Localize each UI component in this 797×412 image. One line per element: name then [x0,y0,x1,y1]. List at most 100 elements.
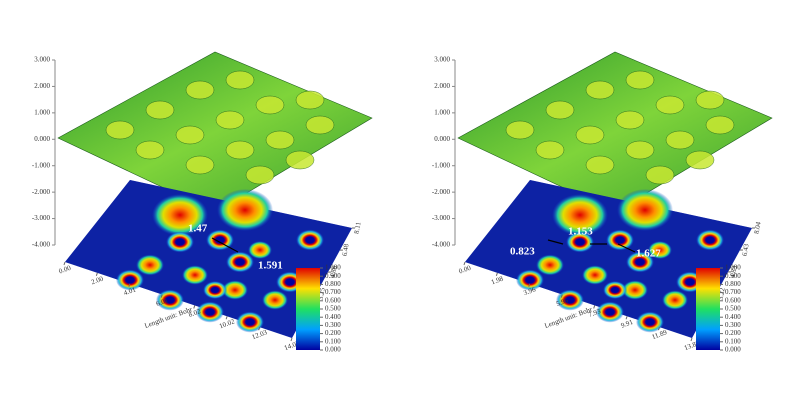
z-tick-label: -2.000 [432,188,451,196]
colorbar-tick-label: 0.300 [725,321,741,329]
surface-bump [655,95,685,115]
y-tick-label: 8.04 [753,221,763,235]
elf-basin [296,229,324,251]
x-tick-label: 10.02 [218,317,236,330]
surface-bump [305,115,335,135]
surface-bump [575,125,605,145]
arrow [617,243,636,253]
z-tick-label: 0.000 [434,135,450,143]
elf-basin [516,269,544,291]
x-tick-label: 4.01 [123,285,138,297]
elf-basin [203,281,227,299]
surface-bump [175,125,205,145]
x-tick [258,327,261,331]
surface-bump [535,140,565,160]
elf-basin [262,290,288,310]
x-tick-label: 6.01 [155,296,170,308]
surface-bump [265,130,295,150]
surface-bump [145,100,175,120]
surface-bump [625,70,655,90]
surface-bump [505,120,535,140]
elf-basin [648,241,672,259]
surface-bump [625,140,655,160]
y-tick-label: 3.25 [317,287,327,301]
colorbar [296,268,320,350]
colorbar-tick-label: 0.800 [325,280,341,288]
x-tick-label: 0.00 [458,264,473,276]
x-tick [95,272,98,276]
surface-bump [295,90,325,110]
colorbar-tick-label: 0.600 [325,296,341,304]
z-tick-label: 0.000 [34,135,50,143]
x-tick [463,261,466,266]
colorbar [696,268,720,350]
colorbar-tick-label: 0.200 [325,329,341,337]
annotation: 1.153 [568,226,593,238]
surface-bump [645,165,675,185]
elf-basin [222,280,248,300]
z-tick-label: 1.000 [434,108,450,116]
surface-bump [585,155,615,175]
x-tick [225,316,228,320]
x-tick [63,261,66,266]
elf-basin [662,290,688,310]
elf-basin [536,254,564,276]
z-tick-label: -3.000 [432,214,451,222]
z-tick-label: -1.000 [32,161,51,169]
elf-basin [136,254,164,276]
elf-basin [606,229,634,251]
x-tick-label: 8.02 [188,307,203,319]
annotation: 1.627 [636,248,661,260]
x-tick [193,305,196,309]
colorbar-tick-label: 0.900 [325,272,341,280]
elf-basin [166,231,194,253]
panel: 3.000 2.000 1.000 0.000 -1.000 -2.000 -3.000 -4… [32,51,373,354]
colorbar-tick-label: 0.100 [325,337,341,345]
z-tick-label: -2.000 [32,188,51,196]
colorbar-tick-label: 0.700 [325,288,341,296]
elf-basin [556,289,584,311]
surface-bump [585,80,615,100]
z-tick-label: -4.000 [432,241,451,249]
elf-basin [196,301,224,323]
elf-basin [152,194,208,236]
arrow [547,239,564,245]
z-tick-label: 1.000 [34,108,50,116]
surface-bump [225,140,255,160]
elf-basin [582,265,608,285]
elf-basin [552,194,608,236]
surface-bump [105,120,135,140]
surface-bump [685,150,715,170]
x-tick [657,326,660,331]
elf-basin [566,231,594,253]
x-tick-label: 9.91 [620,318,635,330]
elf-basin [622,280,648,300]
colorbar-tick-label: 0.800 [725,280,741,288]
y-tick-label: 8.11 [353,221,363,235]
y-tick-label: 4.86 [329,265,339,279]
panel: 3.000 2.000 1.000 0.000 -1.000 -2.000 -3.000 -4… [432,51,773,354]
elf-basin [636,311,664,333]
arrow [211,237,239,253]
x-tick [160,294,163,298]
x-tick [290,337,293,342]
surface-bump [185,80,215,100]
surface-bump [695,90,725,110]
x-tick-label: 2.00 [90,274,105,286]
y-tick-label: 3.22 [717,287,727,301]
elf-basin [156,289,184,311]
surface-bump [615,110,645,130]
x-tick-label: 3.96 [523,285,538,297]
surface-bump [255,95,285,115]
x-tick-label: 0.00 [58,264,73,276]
colorbar-tick-label: 0.700 [725,288,741,296]
elf-basin [236,311,264,333]
elf-basin [182,265,208,285]
colorbar-tick-label: 0.100 [725,337,741,345]
z-tick-label: 3.000 [434,56,450,64]
elf-basin [248,241,272,259]
elf-basin [217,189,273,231]
colorbar-tick-label: 1.000 [325,264,341,272]
elf-basin [226,251,254,273]
